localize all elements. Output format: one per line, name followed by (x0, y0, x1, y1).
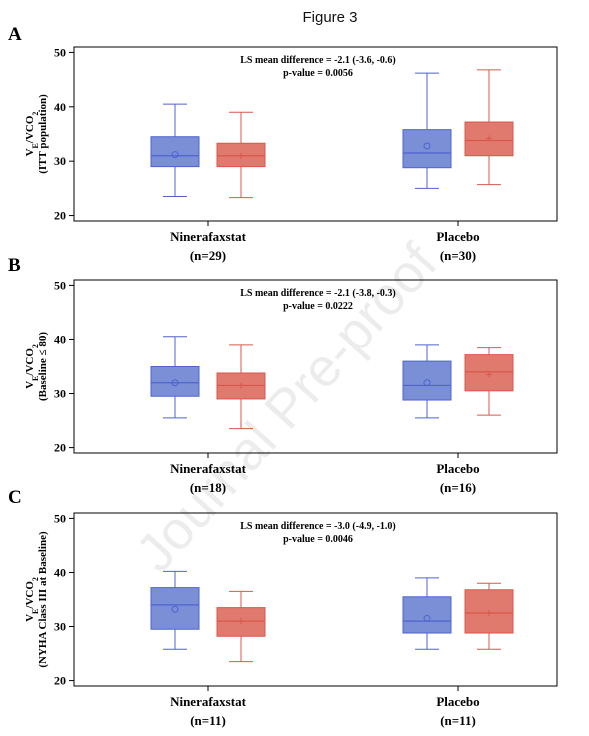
box-blue (402, 577, 452, 650)
y-tick-label: 20 (54, 674, 66, 688)
plot-frame (73, 279, 558, 454)
y-axis-label: VE/VCO2(ITT population) (24, 94, 49, 174)
box-red (464, 347, 514, 416)
y-tick-label: 40 (54, 100, 66, 114)
x-tick-label-n: (n=11) (190, 713, 226, 728)
mean-marker (486, 610, 492, 617)
box-iqr (150, 587, 200, 630)
mean-marker (171, 605, 179, 613)
y-axis-label: VE/VCO2(Baseline ≤ 80) (24, 332, 49, 401)
box-blue (150, 103, 200, 198)
box-blue (402, 344, 452, 419)
stat-annotation: p-value = 0.0222 (283, 301, 353, 312)
y-tick-label: 50 (54, 45, 66, 59)
panel-letter: C (8, 487, 22, 508)
mean-marker (238, 152, 244, 159)
y-axis-label-mid: /VCO (24, 115, 36, 144)
y-tick-label: 40 (54, 332, 66, 346)
mean-marker (238, 618, 244, 625)
box-iqr (402, 360, 452, 401)
panel-c: C 20 30 40 50 Ninerafaxstat (n=11) Placebo (n=11… (8, 487, 558, 728)
plot-frame (73, 46, 558, 222)
box-blue (402, 72, 452, 189)
panel-a: A 20 30 40 50 Ninerafaxstat (n=29) Placebo (n=30… (8, 24, 558, 263)
panels-group: A 20 30 40 50 Ninerafaxstat (n=29) Placebo (n=30… (8, 24, 558, 728)
x-tick-label-n: (n=11) (440, 713, 476, 728)
box-red (464, 69, 514, 186)
y-tick-label: 30 (54, 154, 66, 168)
plot-frame (73, 512, 558, 687)
box-iqr (402, 596, 452, 634)
box-iqr (216, 607, 266, 637)
figure-title: Figure 3 (302, 9, 357, 26)
stat-annotation: LS mean difference = -2.1 (-3.6, -0.6) (240, 55, 395, 66)
box-red (216, 111, 266, 199)
x-tick-label: Placebo (436, 229, 479, 244)
x-tick-label-n: (n=16) (440, 480, 476, 495)
stat-annotation: p-value = 0.0046 (283, 534, 353, 545)
panel-letter: A (8, 24, 22, 45)
y-axis-label-line2: (Baseline ≤ 80) (37, 332, 49, 401)
y-axis-label-sub: 2 (31, 112, 40, 116)
y-axis-label-sub: 2 (31, 344, 40, 348)
y-tick-label: 50 (54, 511, 66, 525)
mean-marker (423, 379, 431, 387)
box-red (216, 590, 266, 663)
mean-marker (423, 614, 431, 622)
mean-marker (486, 371, 492, 378)
box-blue (150, 570, 200, 650)
y-tick-label: 30 (54, 387, 66, 401)
box-blue (150, 336, 200, 419)
x-tick-label-n: (n=18) (190, 480, 226, 495)
y-tick-label: 20 (54, 209, 66, 223)
y-axis-label-sub: E (31, 376, 40, 381)
y-axis-label-sub: E (31, 143, 40, 148)
x-tick-label: Placebo (436, 694, 479, 709)
mean-marker (486, 135, 492, 142)
y-axis-label-main: V (24, 148, 36, 156)
box-red (216, 344, 266, 430)
box-red (464, 582, 514, 650)
y-axis-label-mid: /VCO (24, 348, 36, 377)
panel-b: B 20 30 40 50 Ninerafaxstat (n=18) Placebo (n=16… (8, 255, 558, 495)
y-axis-label-line2: (ITT population) (37, 94, 49, 174)
y-axis-label-sub: E (31, 609, 40, 614)
mean-marker (171, 151, 179, 159)
y-tick-label: 40 (54, 565, 66, 579)
stat-annotation: LS mean difference = -3.0 (-4.9, -1.0) (240, 521, 395, 532)
x-tick-label: Ninerafaxstat (170, 229, 246, 244)
mean-marker (423, 142, 431, 150)
y-axis-label-sub: 2 (31, 577, 40, 581)
mean-marker (171, 379, 179, 387)
box-iqr (150, 366, 200, 397)
y-axis-label-line2: (NYHA Class III at Baseline) (37, 531, 49, 668)
panel-letter: B (8, 255, 21, 276)
y-axis-label: VE/VCO2(NYHA Class III at Baseline) (24, 531, 49, 668)
x-tick-label: Ninerafaxstat (170, 461, 246, 476)
stat-annotation: LS mean difference = -2.1 (-3.8, -0.3) (240, 288, 395, 299)
mean-marker (238, 382, 244, 389)
y-axis-label-main: V (24, 614, 36, 622)
stat-annotation: p-value = 0.0056 (283, 68, 353, 79)
y-axis-label-mid: /VCO (24, 581, 36, 610)
y-tick-label: 30 (54, 620, 66, 634)
x-tick-label: Placebo (436, 461, 479, 476)
x-tick-label: Ninerafaxstat (170, 694, 246, 709)
y-axis-label-main: V (24, 381, 36, 389)
y-tick-label: 20 (54, 441, 66, 455)
x-tick-label-n: (n=30) (440, 248, 476, 263)
y-tick-label: 50 (54, 278, 66, 292)
x-tick-label-n: (n=29) (190, 248, 226, 263)
